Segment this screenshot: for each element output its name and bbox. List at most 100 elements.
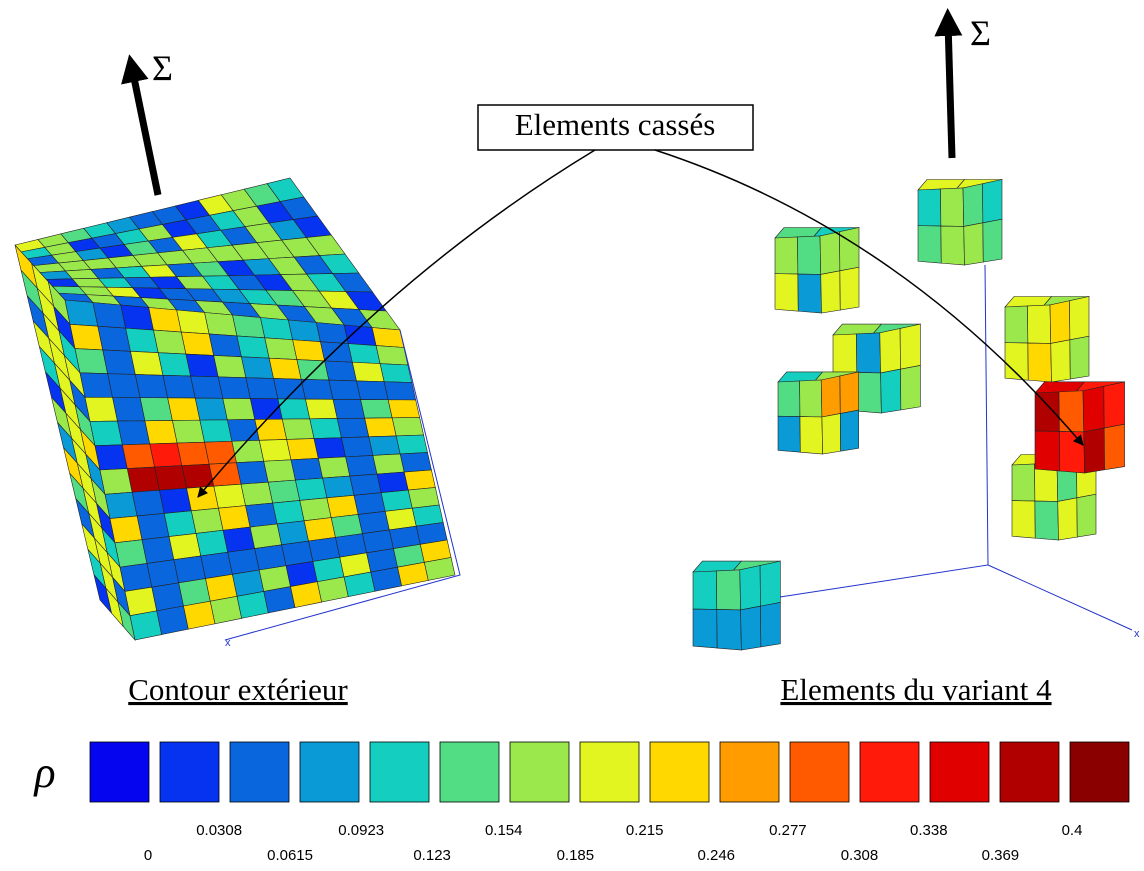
colorbar-tick-label: 0.123 [413,847,451,864]
mesh-cell [692,608,718,649]
mesh-cell [317,456,351,479]
mesh-cell [204,440,237,465]
mesh-cell [200,551,233,579]
mesh-cell [272,500,305,525]
mesh-cell [159,487,192,514]
mesh-cell [185,353,219,378]
mesh-cell [94,444,128,471]
mesh-cell [856,372,882,414]
mesh-cell [180,331,215,356]
mesh-cell [316,576,349,603]
mesh-cell [380,489,413,512]
axis-line [987,564,1133,631]
mesh-cell [122,443,155,469]
mesh-cell [300,378,334,400]
leader-line [654,149,1084,446]
mesh-cell [290,458,323,481]
mesh-cell [249,523,282,549]
mesh-cell [368,435,401,456]
mesh-cell [716,569,741,611]
mesh-cell [962,183,984,227]
mesh-cell [839,266,860,311]
mesh-cell [141,536,175,564]
mesh-cell [295,477,328,501]
mesh-cell [774,273,799,312]
mesh-cell [982,218,1003,263]
mesh-cell [167,397,201,421]
mesh-cell [940,187,965,227]
mesh-cell [79,372,113,398]
mesh-cell [120,304,154,331]
mesh-cell [176,309,210,335]
mesh-cell [336,417,370,438]
mesh-cell [313,437,346,459]
mesh-cell [1049,300,1071,344]
mesh-cell [154,465,187,491]
mesh-cell [797,235,822,275]
mesh-cell [240,481,274,506]
leader-line [197,149,596,498]
mesh-cell [267,479,301,504]
mesh-cell [245,377,279,400]
callout-text: Elements cassés [515,107,716,142]
mesh-cell [276,520,309,546]
mesh-cell [208,333,242,358]
color-swatch [789,741,850,803]
colorbar-tick-label: 0.154 [485,822,523,839]
mesh-cell [190,507,224,534]
mesh-cell [172,419,205,444]
axis-line [224,329,461,641]
mesh-cell [126,466,160,493]
mesh-cell [260,317,293,341]
mesh-cell [222,526,256,553]
mesh-cell [1069,296,1090,341]
mesh-cell [820,270,841,314]
mesh-cell [173,555,206,584]
mesh-cell [376,471,409,494]
mesh-cell [109,515,143,544]
mesh-cell [162,374,196,399]
load-symbol: Σ [970,13,991,53]
mesh-cell [144,420,178,445]
mesh-cell [375,345,409,366]
mesh-cell [328,379,361,400]
mesh-cell [186,485,219,512]
color-swatch [369,741,430,803]
mesh-cell [352,361,385,383]
mesh-cell [286,438,319,461]
mesh-cell [183,600,216,630]
mesh-cell [217,376,251,399]
colorbar-tick-label: 0 [144,847,152,864]
mesh-cell [347,343,381,364]
mesh-cell [332,398,366,419]
color-swatch [509,741,570,803]
mesh-cell [739,565,761,611]
colorbar-tick-label: 0.0615 [267,847,313,864]
panel-caption: Contour extérieur [128,672,348,707]
mesh-cell [360,399,393,419]
mesh-cell [303,517,336,542]
mesh-cell [1059,431,1085,474]
colorbar-symbol: ρ [32,748,55,797]
mesh-cell [213,355,247,378]
color-swatch [159,741,220,803]
mesh-cell [423,557,456,581]
mesh-cell [839,409,859,452]
mesh-cell [263,586,296,614]
mesh-cell [148,307,182,333]
mesh-cell [345,455,378,477]
mesh-cell [819,231,841,275]
mesh-cell [797,273,822,314]
mesh-cell [364,417,397,438]
mesh-cell [226,419,260,442]
mesh-cell [900,365,921,411]
colorbar-tick-label: 0.4 [1062,822,1083,839]
mesh-cell [1057,497,1078,541]
mesh-cell [218,505,251,531]
mesh-cell [290,581,323,608]
mesh-cell [1034,500,1059,541]
mesh-cell [139,397,173,422]
mesh-cell [119,563,153,592]
mesh-cell [820,375,841,418]
mesh-cell [1011,463,1036,502]
